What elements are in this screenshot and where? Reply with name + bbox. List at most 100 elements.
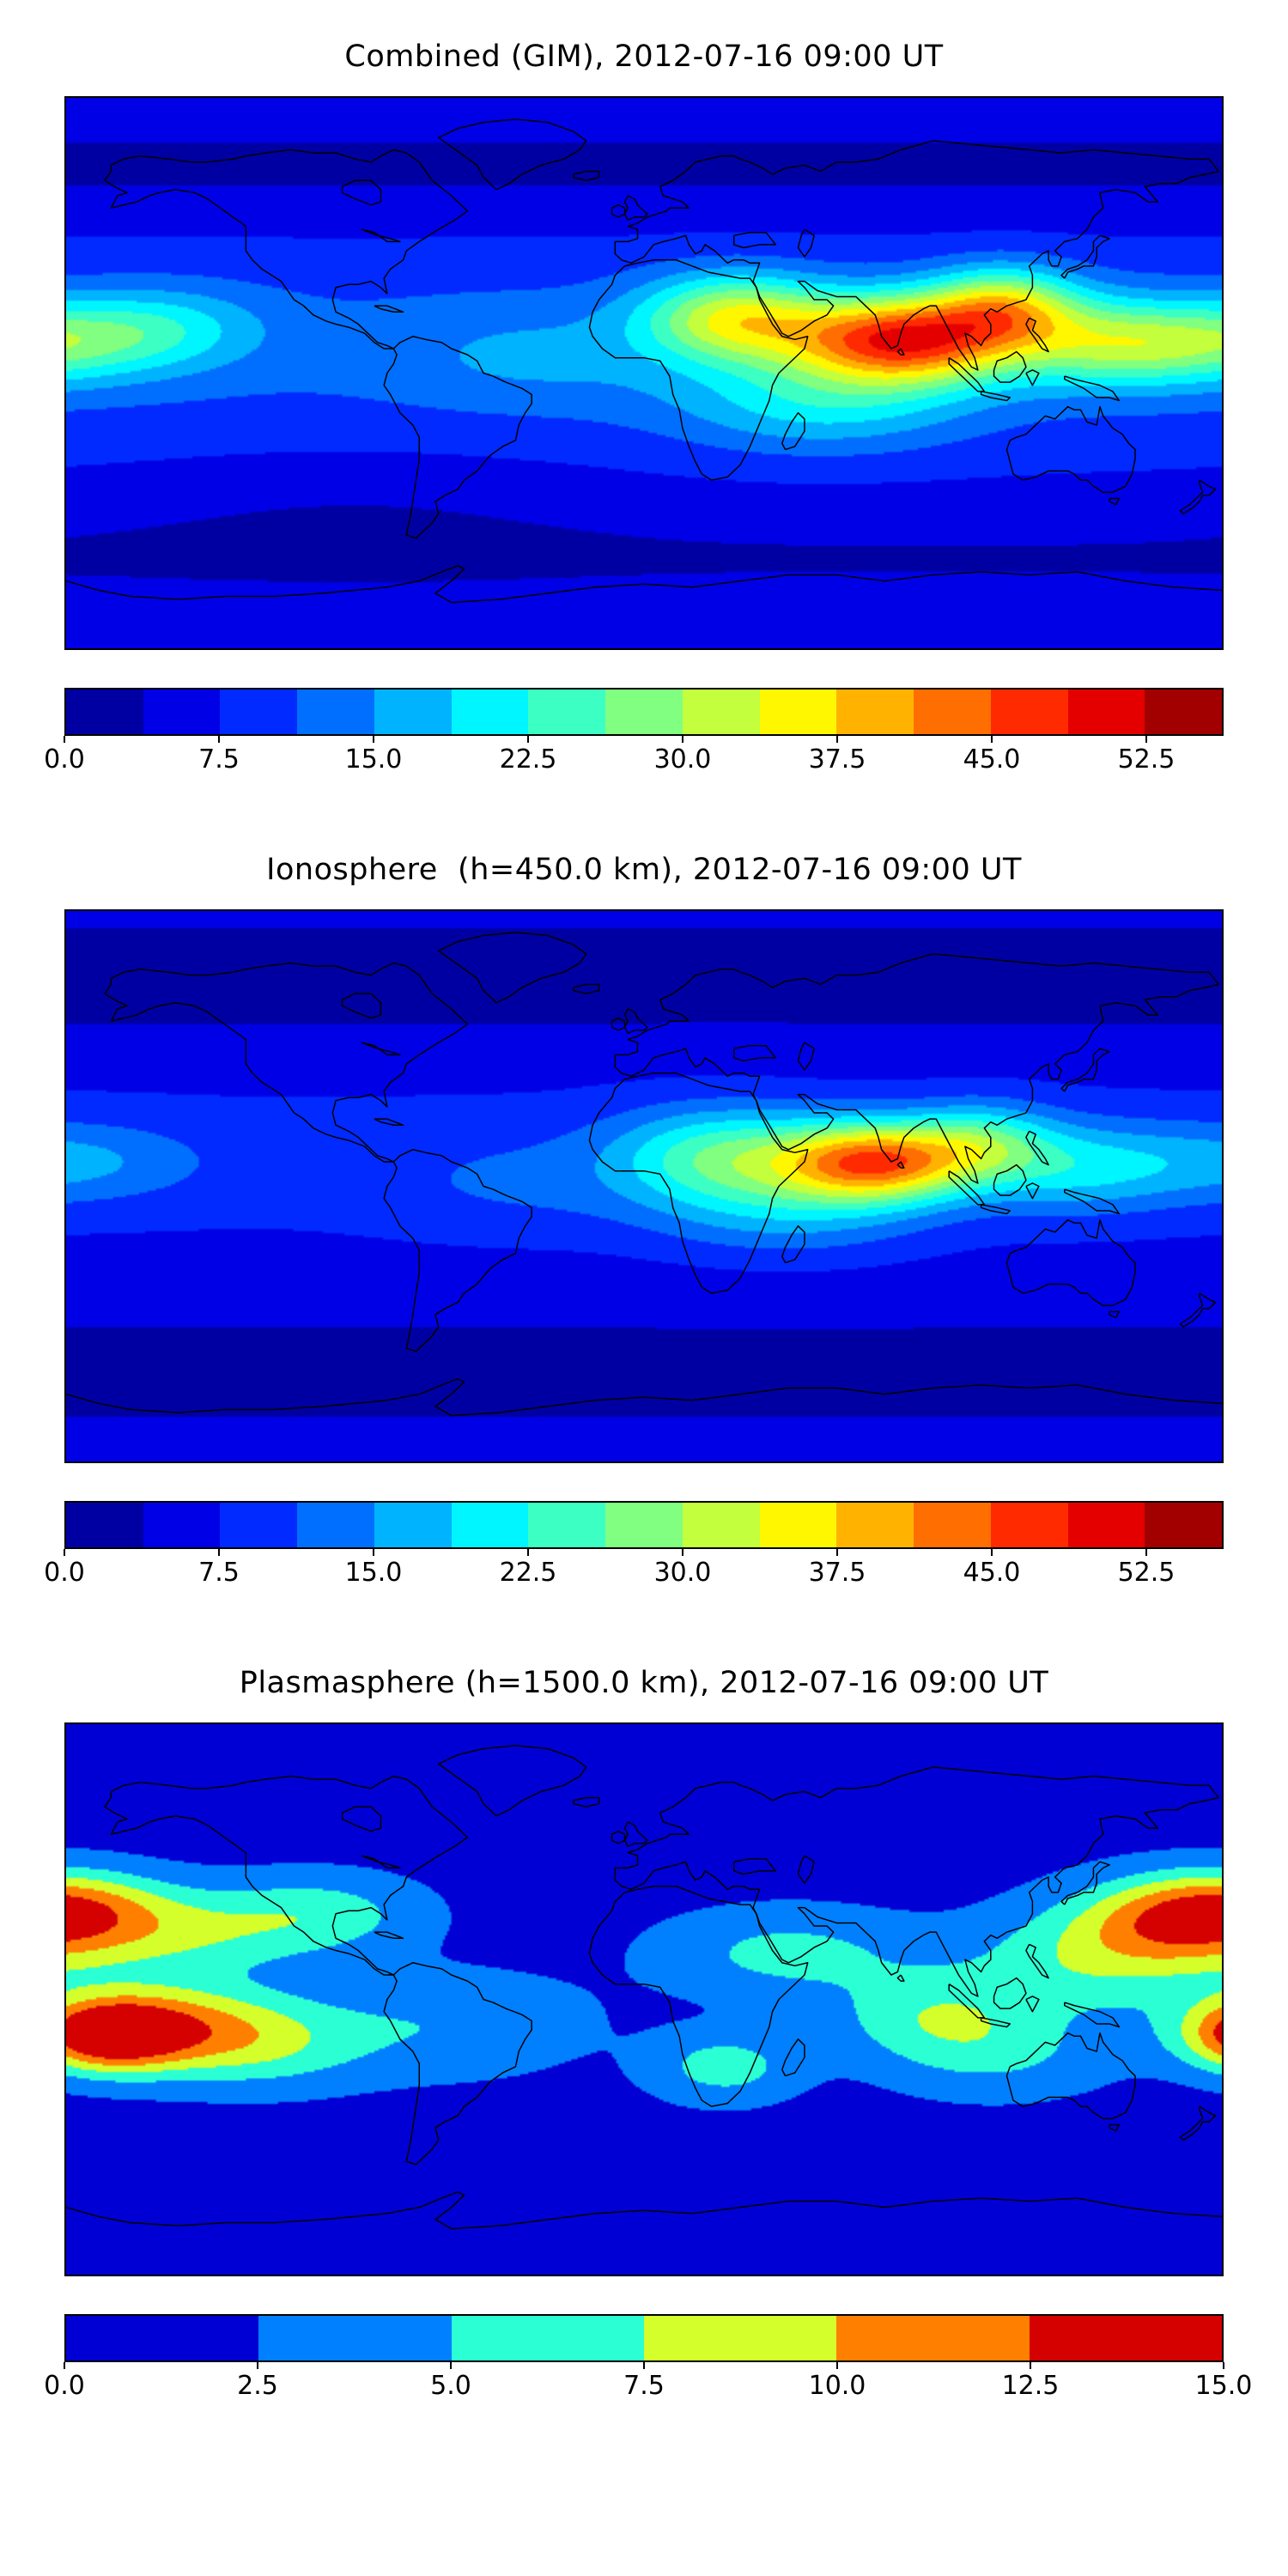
colorbar-segment	[297, 1503, 374, 1547]
colorbar-tick-mark	[1223, 2362, 1224, 2369]
colorbar-tick-label: 0.0	[44, 2371, 85, 2401]
colorbar-tick-mark	[836, 2362, 838, 2369]
tec-heatmap-canvas	[66, 911, 1222, 1461]
colorbar-combined: 0.0 7.5 15.0 22.5 30.0 37.5 45.0 52.5	[44, 688, 1224, 781]
colorbar-segment	[143, 1503, 221, 1547]
colorbar-tick-label: 0.0	[44, 1558, 85, 1588]
colorbar-tick-mark	[836, 1549, 838, 1556]
colorbar-tick-mark	[449, 2362, 452, 2369]
colorbar-segment	[914, 1503, 991, 1547]
colorbar-segment	[836, 690, 914, 734]
colorbar-tick-mark	[64, 736, 65, 743]
colorbar-segment	[451, 690, 529, 734]
colorbar-tick-mark	[991, 1549, 993, 1556]
colorbar-tick-mark	[527, 1549, 529, 1556]
colorbar-segment	[143, 690, 221, 734]
colorbar-tick-label: 2.5	[237, 2371, 278, 2401]
colorbar-tick-label: 45.0	[963, 1558, 1021, 1588]
colorbar-tick-label: 7.5	[198, 744, 240, 775]
colorbar-tick-mark	[1145, 736, 1147, 743]
colorbar-tick-label: 15.0	[1194, 2371, 1253, 2401]
colorbar-segment	[643, 2316, 837, 2360]
colorbar-tick-label: 22.5	[499, 1558, 557, 1588]
colorbar-segment	[451, 1503, 529, 1547]
tec-figure-page: { "figure": { "background": "#ffffff", "…	[44, 39, 1253, 2407]
colorbar-segment	[1067, 690, 1145, 734]
colorbar-segment	[297, 690, 374, 734]
colorbar-segment	[66, 1503, 143, 1547]
colorbar-segment	[374, 1503, 452, 1547]
colorbar-tick-mark	[1029, 2362, 1031, 2369]
colorbar-segment	[1145, 690, 1223, 734]
colorbar-tick-labels: 0.0 7.5 15.0 22.5 30.0 37.5 45.0 52.5	[44, 736, 1224, 781]
panel-title-plasmasphere: Plasmasphere (h=1500.0 km), 2012-07-16 0…	[239, 1666, 1049, 1700]
colorbar-tick-labels: 0.0 7.5 15.0 22.5 30.0 37.5 45.0 52.5	[44, 1549, 1224, 1594]
colorbar-ionosphere: 0.0 7.5 15.0 22.5 30.0 37.5 45.0 52.5	[44, 1501, 1224, 1594]
colorbar-plasmasphere: 0.0 2.5 5.0 7.5 10.0 12.5 15.0	[44, 2314, 1252, 2407]
colorbar-segment	[836, 2316, 1030, 2360]
panel-title-ionosphere: Ionosphere (h=450.0 km), 2012-07-16 09:0…	[266, 853, 1022, 887]
colorbar-tick-label: 22.5	[499, 744, 557, 775]
colorbar-segment	[605, 690, 683, 734]
colorbar-tick-label: 7.5	[623, 2371, 665, 2401]
colorbar-tick-mark	[643, 2362, 645, 2369]
colorbar-tick-label: 45.0	[963, 744, 1021, 775]
colorbar-tick-mark	[64, 2362, 65, 2369]
colorbar-tick-mark	[373, 736, 374, 743]
colorbar-segment	[220, 1503, 298, 1547]
colorbar-segment	[990, 690, 1068, 734]
colorbar-tick-mark	[217, 1549, 220, 1556]
colorbar-segment	[682, 1503, 760, 1547]
colorbar-tick-mark	[64, 1549, 65, 1556]
colorbar-segment	[682, 690, 760, 734]
panel-title-combined: Combined (GIM), 2012-07-16 09:00 UT	[344, 39, 944, 74]
colorbar-tick-labels: 0.0 2.5 5.0 7.5 10.0 12.5 15.0	[44, 2362, 1252, 2407]
colorbar-segment	[528, 1503, 606, 1547]
colorbar-segment	[66, 2316, 259, 2360]
colorbar-tick-mark	[681, 736, 683, 743]
colorbar-tick-label: 7.5	[198, 1558, 240, 1588]
colorbar-segment	[220, 690, 298, 734]
panel-plasmasphere: Plasmasphere (h=1500.0 km), 2012-07-16 0…	[44, 1666, 1252, 2407]
colorbar-tick-mark	[1145, 1549, 1147, 1556]
map-combined	[64, 96, 1224, 650]
colorbar-segment	[1029, 2316, 1222, 2360]
colorbar-tick-label: 15.0	[344, 744, 403, 775]
colorbar-segment	[451, 2316, 644, 2360]
colorbar-tick-label: 10.0	[808, 2371, 866, 2401]
map-plasmasphere	[64, 1722, 1224, 2276]
colorbar-tick-label: 30.0	[653, 744, 712, 775]
colorbar-segment	[914, 690, 991, 734]
tec-heatmap-canvas	[66, 1724, 1222, 2275]
panel-combined-gim: Combined (GIM), 2012-07-16 09:00 UT 0.0 7…	[44, 39, 1224, 781]
colorbar-strip	[64, 688, 1224, 736]
colorbar-tick-label: 12.5	[1001, 2371, 1060, 2401]
colorbar-tick-label: 30.0	[653, 1558, 712, 1588]
colorbar-tick-label: 52.5	[1117, 1558, 1176, 1588]
tec-heatmap-canvas	[66, 98, 1222, 648]
colorbar-tick-mark	[257, 2362, 258, 2369]
colorbar-segment	[528, 690, 606, 734]
colorbar-segment	[1145, 1503, 1223, 1547]
colorbar-segment	[759, 690, 837, 734]
colorbar-tick-mark	[373, 1549, 374, 1556]
colorbar-segment	[1067, 1503, 1145, 1547]
coastlines-overlay	[66, 911, 1222, 1461]
colorbar-segment	[605, 1503, 683, 1547]
colorbar-segment	[836, 1503, 914, 1547]
colorbar-tick-mark	[836, 736, 838, 743]
colorbar-segment	[258, 2316, 452, 2360]
colorbar-tick-mark	[681, 1549, 683, 1556]
colorbar-tick-mark	[991, 736, 993, 743]
colorbar-segment	[374, 690, 452, 734]
colorbar-tick-label: 15.0	[344, 1558, 403, 1588]
colorbar-tick-label: 52.5	[1117, 744, 1176, 775]
colorbar-tick-mark	[527, 736, 529, 743]
colorbar-segment	[759, 1503, 837, 1547]
colorbar-segment	[66, 690, 143, 734]
coastlines-overlay	[66, 98, 1222, 648]
coastlines-overlay	[66, 1724, 1222, 2275]
colorbar-tick-mark	[217, 736, 220, 743]
colorbar-strip	[64, 1501, 1224, 1549]
colorbar-strip	[64, 2314, 1224, 2362]
